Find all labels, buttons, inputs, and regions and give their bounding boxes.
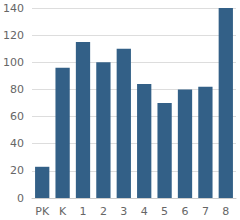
- svg-text:60: 60: [10, 110, 24, 123]
- svg-text:100: 100: [3, 56, 24, 69]
- svg-text:6: 6: [182, 205, 189, 218]
- svg-text:80: 80: [10, 83, 24, 96]
- svg-text:0: 0: [17, 192, 24, 205]
- svg-text:2: 2: [100, 205, 107, 218]
- svg-text:20: 20: [10, 164, 24, 177]
- svg-text:K: K: [59, 205, 67, 218]
- svg-text:120: 120: [3, 29, 24, 42]
- svg-text:PK: PK: [35, 205, 50, 218]
- svg-text:1: 1: [80, 205, 87, 218]
- svg-text:7: 7: [202, 205, 209, 218]
- svg-text:8: 8: [222, 205, 229, 218]
- svg-text:3: 3: [120, 205, 127, 218]
- svg-text:40: 40: [10, 137, 24, 150]
- svg-text:140: 140: [3, 2, 24, 15]
- svg-text:4: 4: [141, 205, 148, 218]
- svg-text:5: 5: [161, 205, 168, 218]
